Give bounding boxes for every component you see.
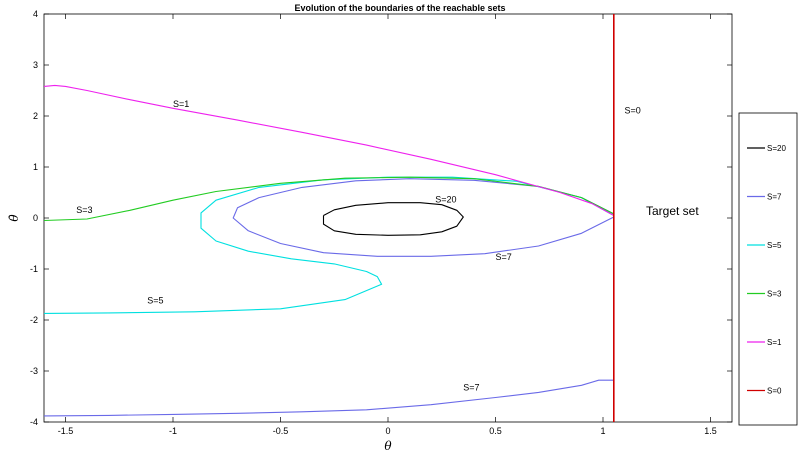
y-tick-label: -2	[30, 315, 38, 325]
y-tick-label: 0	[33, 213, 38, 223]
y-tick-label: 1	[33, 162, 38, 172]
x-tick-label: -0.5	[273, 426, 289, 436]
y-axis-label: θ̇	[7, 214, 21, 222]
target-set-label: Target set	[646, 204, 699, 218]
curve-annotation: S=7	[463, 382, 479, 392]
legend-entry: S=1	[767, 338, 782, 347]
x-tick-label: 0.5	[489, 426, 502, 436]
y-tick-label: 2	[33, 111, 38, 121]
y-tick-label: -3	[30, 366, 38, 376]
series-line-s-20	[322, 202, 464, 236]
curve-annotation: S=0	[625, 105, 641, 115]
curve-annotation: S=3	[76, 205, 92, 215]
curve-annotation: S=20	[435, 195, 456, 205]
x-axis-label: θ	[384, 439, 392, 453]
x-tick-label: -1.5	[58, 426, 74, 436]
y-tick-label: -1	[30, 264, 38, 274]
curve-annotation: S=7	[496, 252, 512, 262]
y-tick-label: 4	[33, 9, 38, 19]
legend-entry: S=0	[767, 387, 782, 396]
y-tick-label: 3	[33, 60, 38, 70]
series-line-s-1	[44, 84, 615, 216]
legend-entry: S=3	[767, 290, 782, 299]
legend-entry: S=7	[767, 193, 782, 202]
y-tick-label: -4	[30, 417, 38, 427]
legend-entry: S=20	[767, 144, 786, 153]
series-group	[44, 14, 615, 422]
x-tick-label: 1.5	[704, 426, 717, 436]
legend: S=20 S=7 S=5 S=3 S=1 S=0	[738, 112, 798, 426]
plot-frame	[43, 13, 733, 423]
curve-annotation: S=1	[173, 99, 189, 109]
chart-title: Evolution of the boundaries of the reach…	[294, 3, 505, 13]
x-tick-label: -1	[169, 426, 177, 436]
plot-area: -1.5 -1 -0.5 0 0.5 1 1.5 -4 -3 -2 -1 0 1 2 3 4 S=1 S=0 S=3…	[30, 9, 733, 436]
series-line-s-7	[232, 178, 615, 257]
legend-box	[738, 112, 798, 426]
curve-annotation: S=5	[147, 296, 163, 306]
x-tick-label: 0	[385, 426, 390, 436]
series-line-s-7	[44, 379, 614, 417]
x-tick-label: 1	[600, 426, 605, 436]
legend-entry: S=5	[767, 241, 782, 250]
